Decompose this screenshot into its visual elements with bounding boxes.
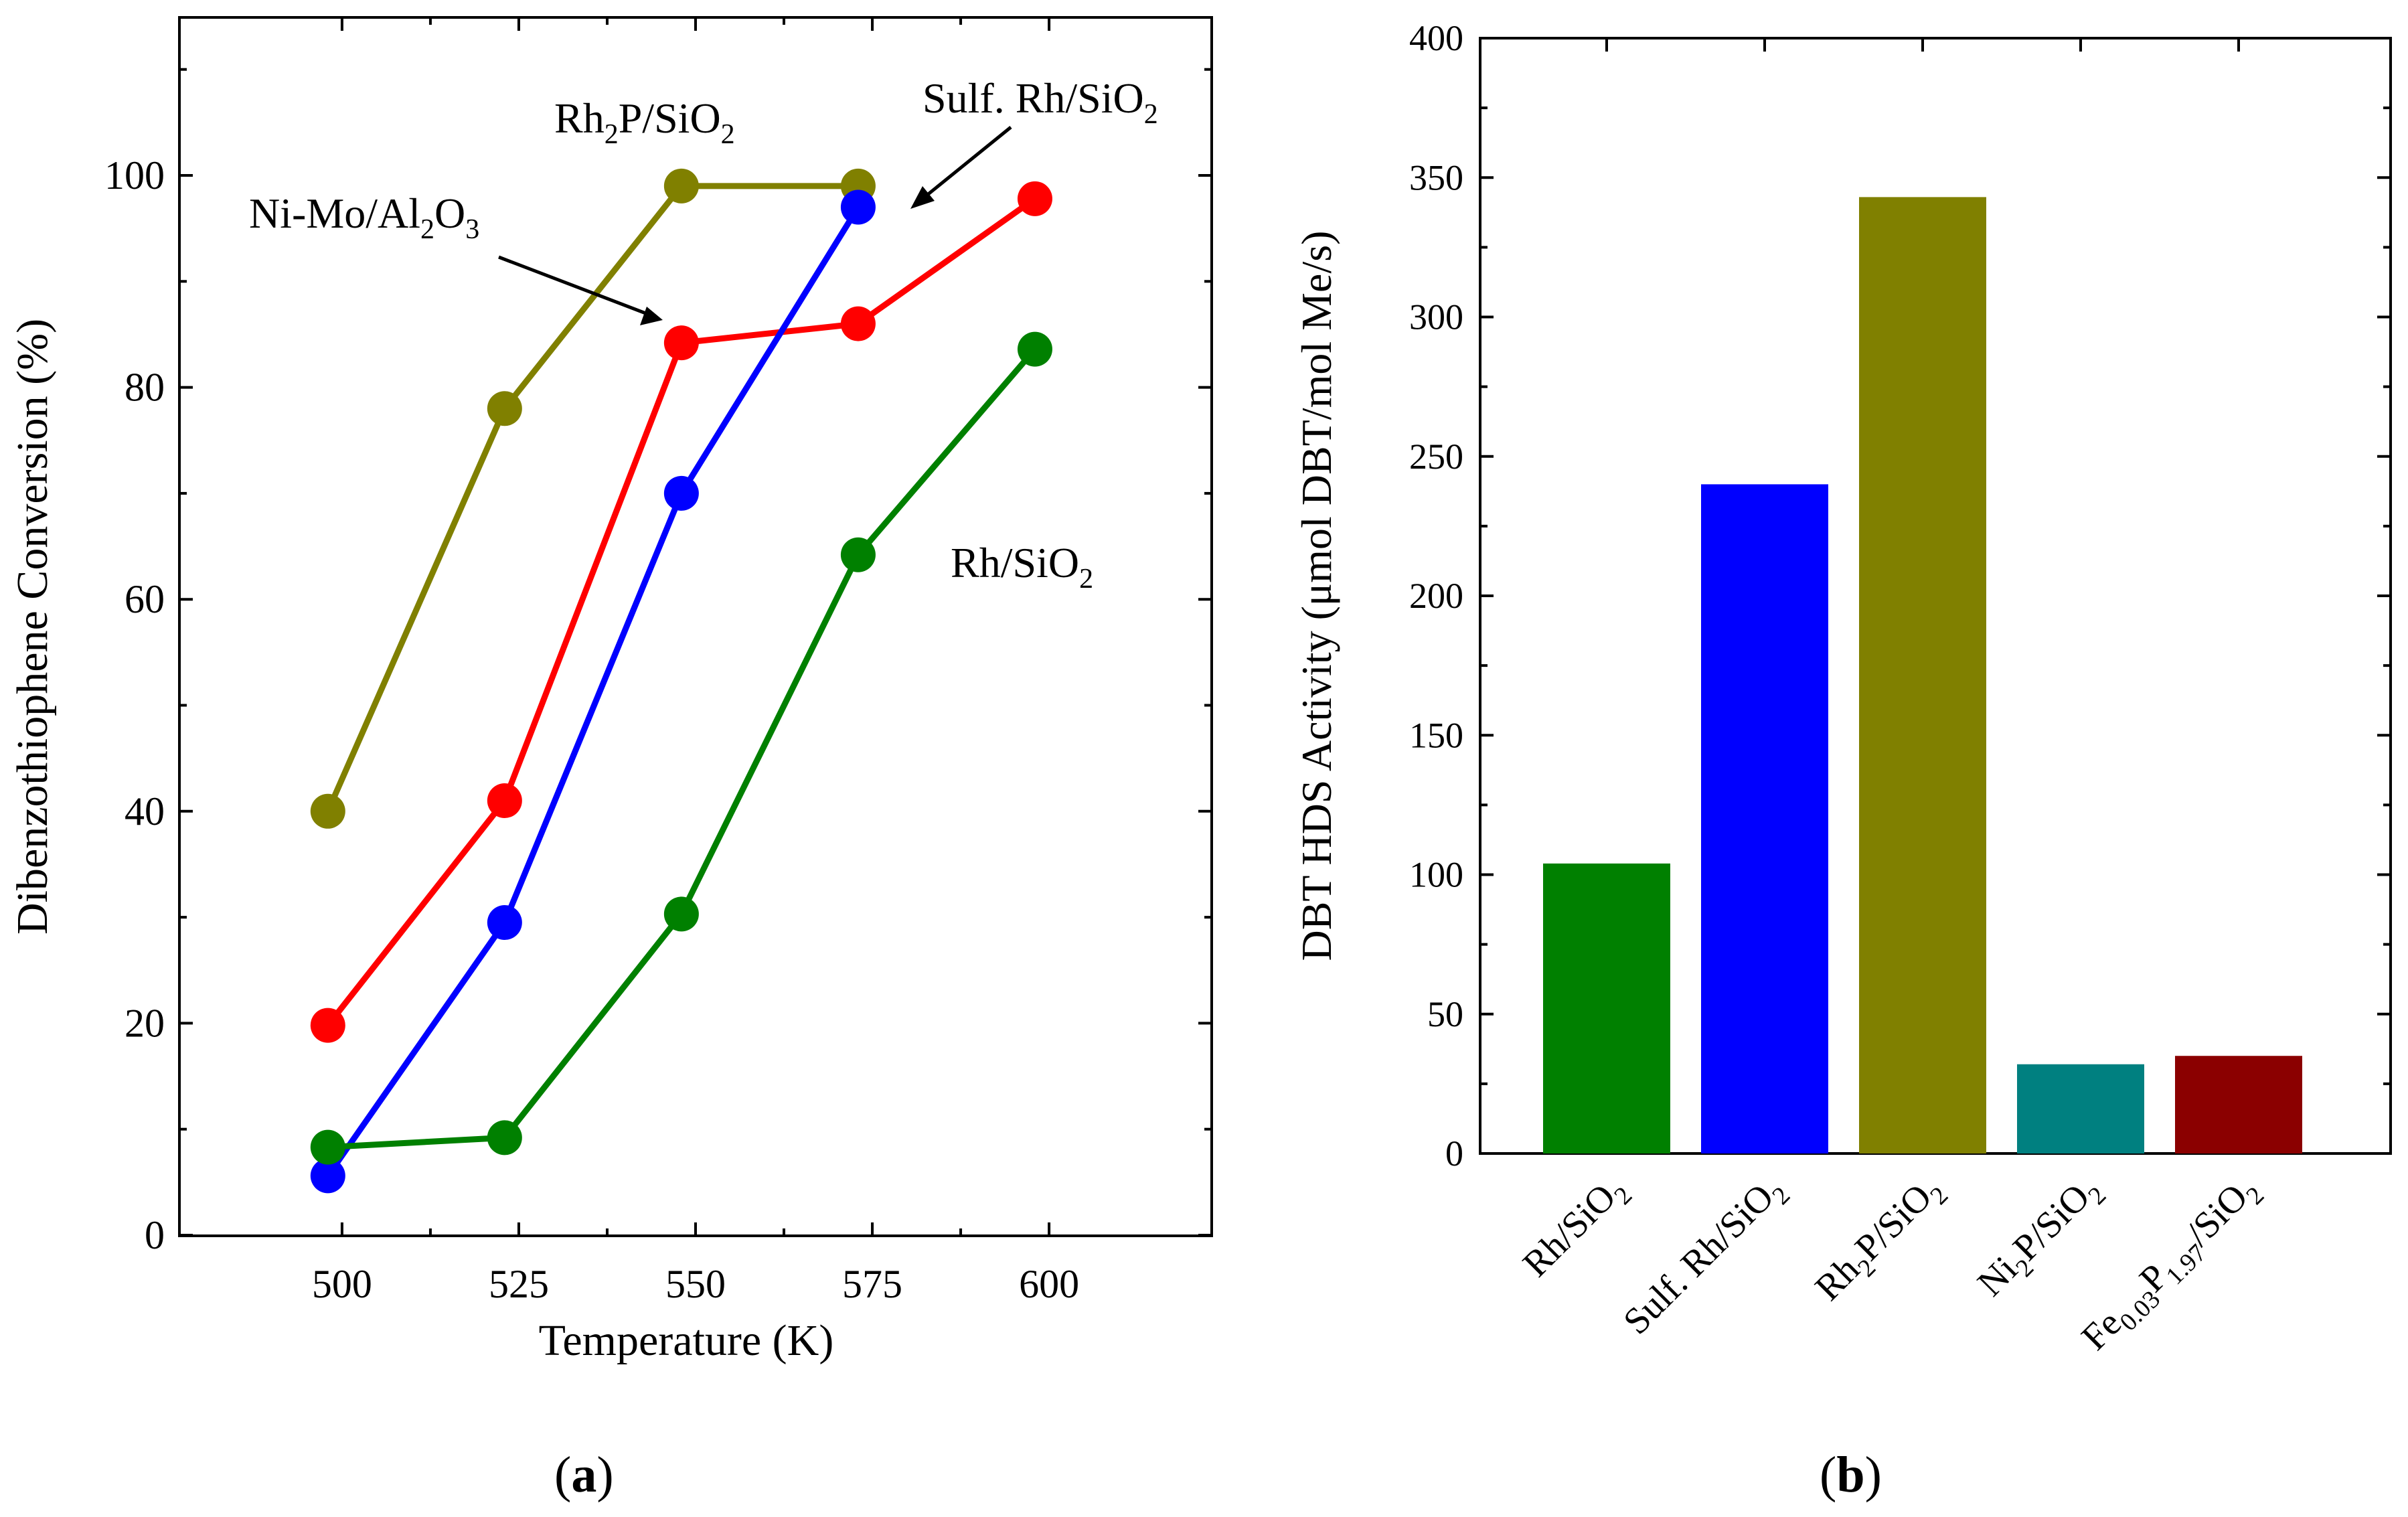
panel-a-xtick-label: 500 bbox=[312, 1262, 372, 1306]
annotation-sulf-rh: Sulf. Rh/SiO2 bbox=[922, 74, 1158, 130]
panel-a-ylabel: Dibenzothiophene Conversion (%) bbox=[8, 319, 57, 935]
panel-a-ytick-label: 20 bbox=[125, 1001, 165, 1045]
panel-b-ylabel: DBT HDS Activity (μmol DBT/mol Me/s) bbox=[1293, 231, 1340, 961]
category-label: Sulf. Rh/SiO2 bbox=[1615, 1167, 1795, 1347]
data-point bbox=[310, 793, 345, 829]
category-label: Rh/SiO2 bbox=[1515, 1167, 1637, 1289]
data-point bbox=[663, 168, 699, 204]
panel-b-ytick-label: 0 bbox=[1445, 1133, 1463, 1174]
panel-a-ytick-label: 100 bbox=[104, 153, 165, 197]
data-point bbox=[663, 325, 699, 361]
panel-a-xtick-label: 575 bbox=[842, 1262, 902, 1306]
panel-b-ytick-label: 50 bbox=[1427, 994, 1463, 1034]
panel-b-ytick-label: 350 bbox=[1409, 157, 1463, 197]
panel-a-xtick-label: 600 bbox=[1019, 1262, 1079, 1306]
arrowhead-sulf-rh bbox=[910, 186, 935, 209]
data-point bbox=[840, 306, 876, 341]
panel-a-chart: 500 525 550 575 600 0 20 40 60 80 100 Rh2P/SiO2 Su… bbox=[8, 16, 1213, 1365]
data-point bbox=[840, 537, 876, 572]
series-rh2p-sio2 bbox=[310, 168, 876, 829]
panel-a-ytick-label: 0 bbox=[145, 1213, 165, 1257]
series-ni-mo-al2o3 bbox=[310, 181, 1052, 1043]
bar-fe0-03p1-97-sio2 bbox=[2175, 1056, 2302, 1153]
data-point bbox=[310, 1158, 345, 1194]
bar-sulf-rh-sio2 bbox=[1701, 484, 1828, 1153]
category-label: Ni2P/SiO2 bbox=[1970, 1167, 2111, 1309]
panel-b-ytick-label: 300 bbox=[1409, 297, 1463, 337]
panel-b-ytick-label: 400 bbox=[1409, 18, 1463, 58]
panel-a-xlabel: Temperature (K) bbox=[539, 1316, 834, 1365]
bar-ni2p-sio2 bbox=[2017, 1064, 2144, 1153]
panel-label-b: (b) bbox=[1820, 1447, 1882, 1503]
arrowhead-nimo bbox=[640, 307, 663, 325]
data-point bbox=[1017, 331, 1052, 367]
annotation-rh2p: Rh2P/SiO2 bbox=[554, 94, 735, 150]
category-label: Rh2P/SiO2 bbox=[1808, 1167, 1954, 1313]
data-point bbox=[663, 896, 699, 932]
data-point bbox=[487, 905, 522, 941]
data-point bbox=[310, 1008, 345, 1043]
panel-b-ytick-label: 100 bbox=[1409, 855, 1463, 895]
panel-a-ytick-label: 40 bbox=[125, 789, 165, 833]
panel-b-ytick-label: 250 bbox=[1409, 436, 1463, 477]
annotation-rh: Rh/SiO2 bbox=[951, 539, 1093, 594]
panel-a-annotations: Rh2P/SiO2 Sulf. Rh/SiO2 Ni-Mo/Al2O3 Rh/S… bbox=[249, 74, 1158, 594]
data-point bbox=[663, 475, 699, 511]
data-point bbox=[487, 783, 522, 818]
panel-a-xtick-label: 525 bbox=[489, 1262, 549, 1306]
panel-a-ytick-label: 60 bbox=[125, 577, 165, 621]
panel-label-a: (a) bbox=[554, 1447, 614, 1503]
series-line bbox=[325, 183, 858, 813]
series-line bbox=[325, 206, 861, 1178]
data-point bbox=[1017, 181, 1052, 216]
arrow-sulf-rh bbox=[914, 126, 1012, 206]
series-rh-sio2 bbox=[310, 331, 1052, 1165]
data-point bbox=[487, 391, 522, 426]
bar-rh2p-sio2 bbox=[1859, 197, 1986, 1153]
arrow-nimo bbox=[498, 255, 653, 318]
panel-a-ytick-label: 80 bbox=[125, 366, 165, 410]
data-point bbox=[840, 189, 876, 225]
panel-b-ytick-label: 150 bbox=[1409, 715, 1463, 755]
bar-rh-sio2 bbox=[1543, 863, 1670, 1153]
data-point bbox=[487, 1120, 522, 1155]
data-point bbox=[310, 1129, 345, 1165]
series-sulf-rh-sio2 bbox=[310, 189, 876, 1194]
annotation-nimo: Ni-Mo/Al2O3 bbox=[249, 189, 479, 245]
panel-a-xtick-label: 550 bbox=[665, 1262, 726, 1306]
panel-b-ytick-label: 200 bbox=[1409, 576, 1463, 616]
